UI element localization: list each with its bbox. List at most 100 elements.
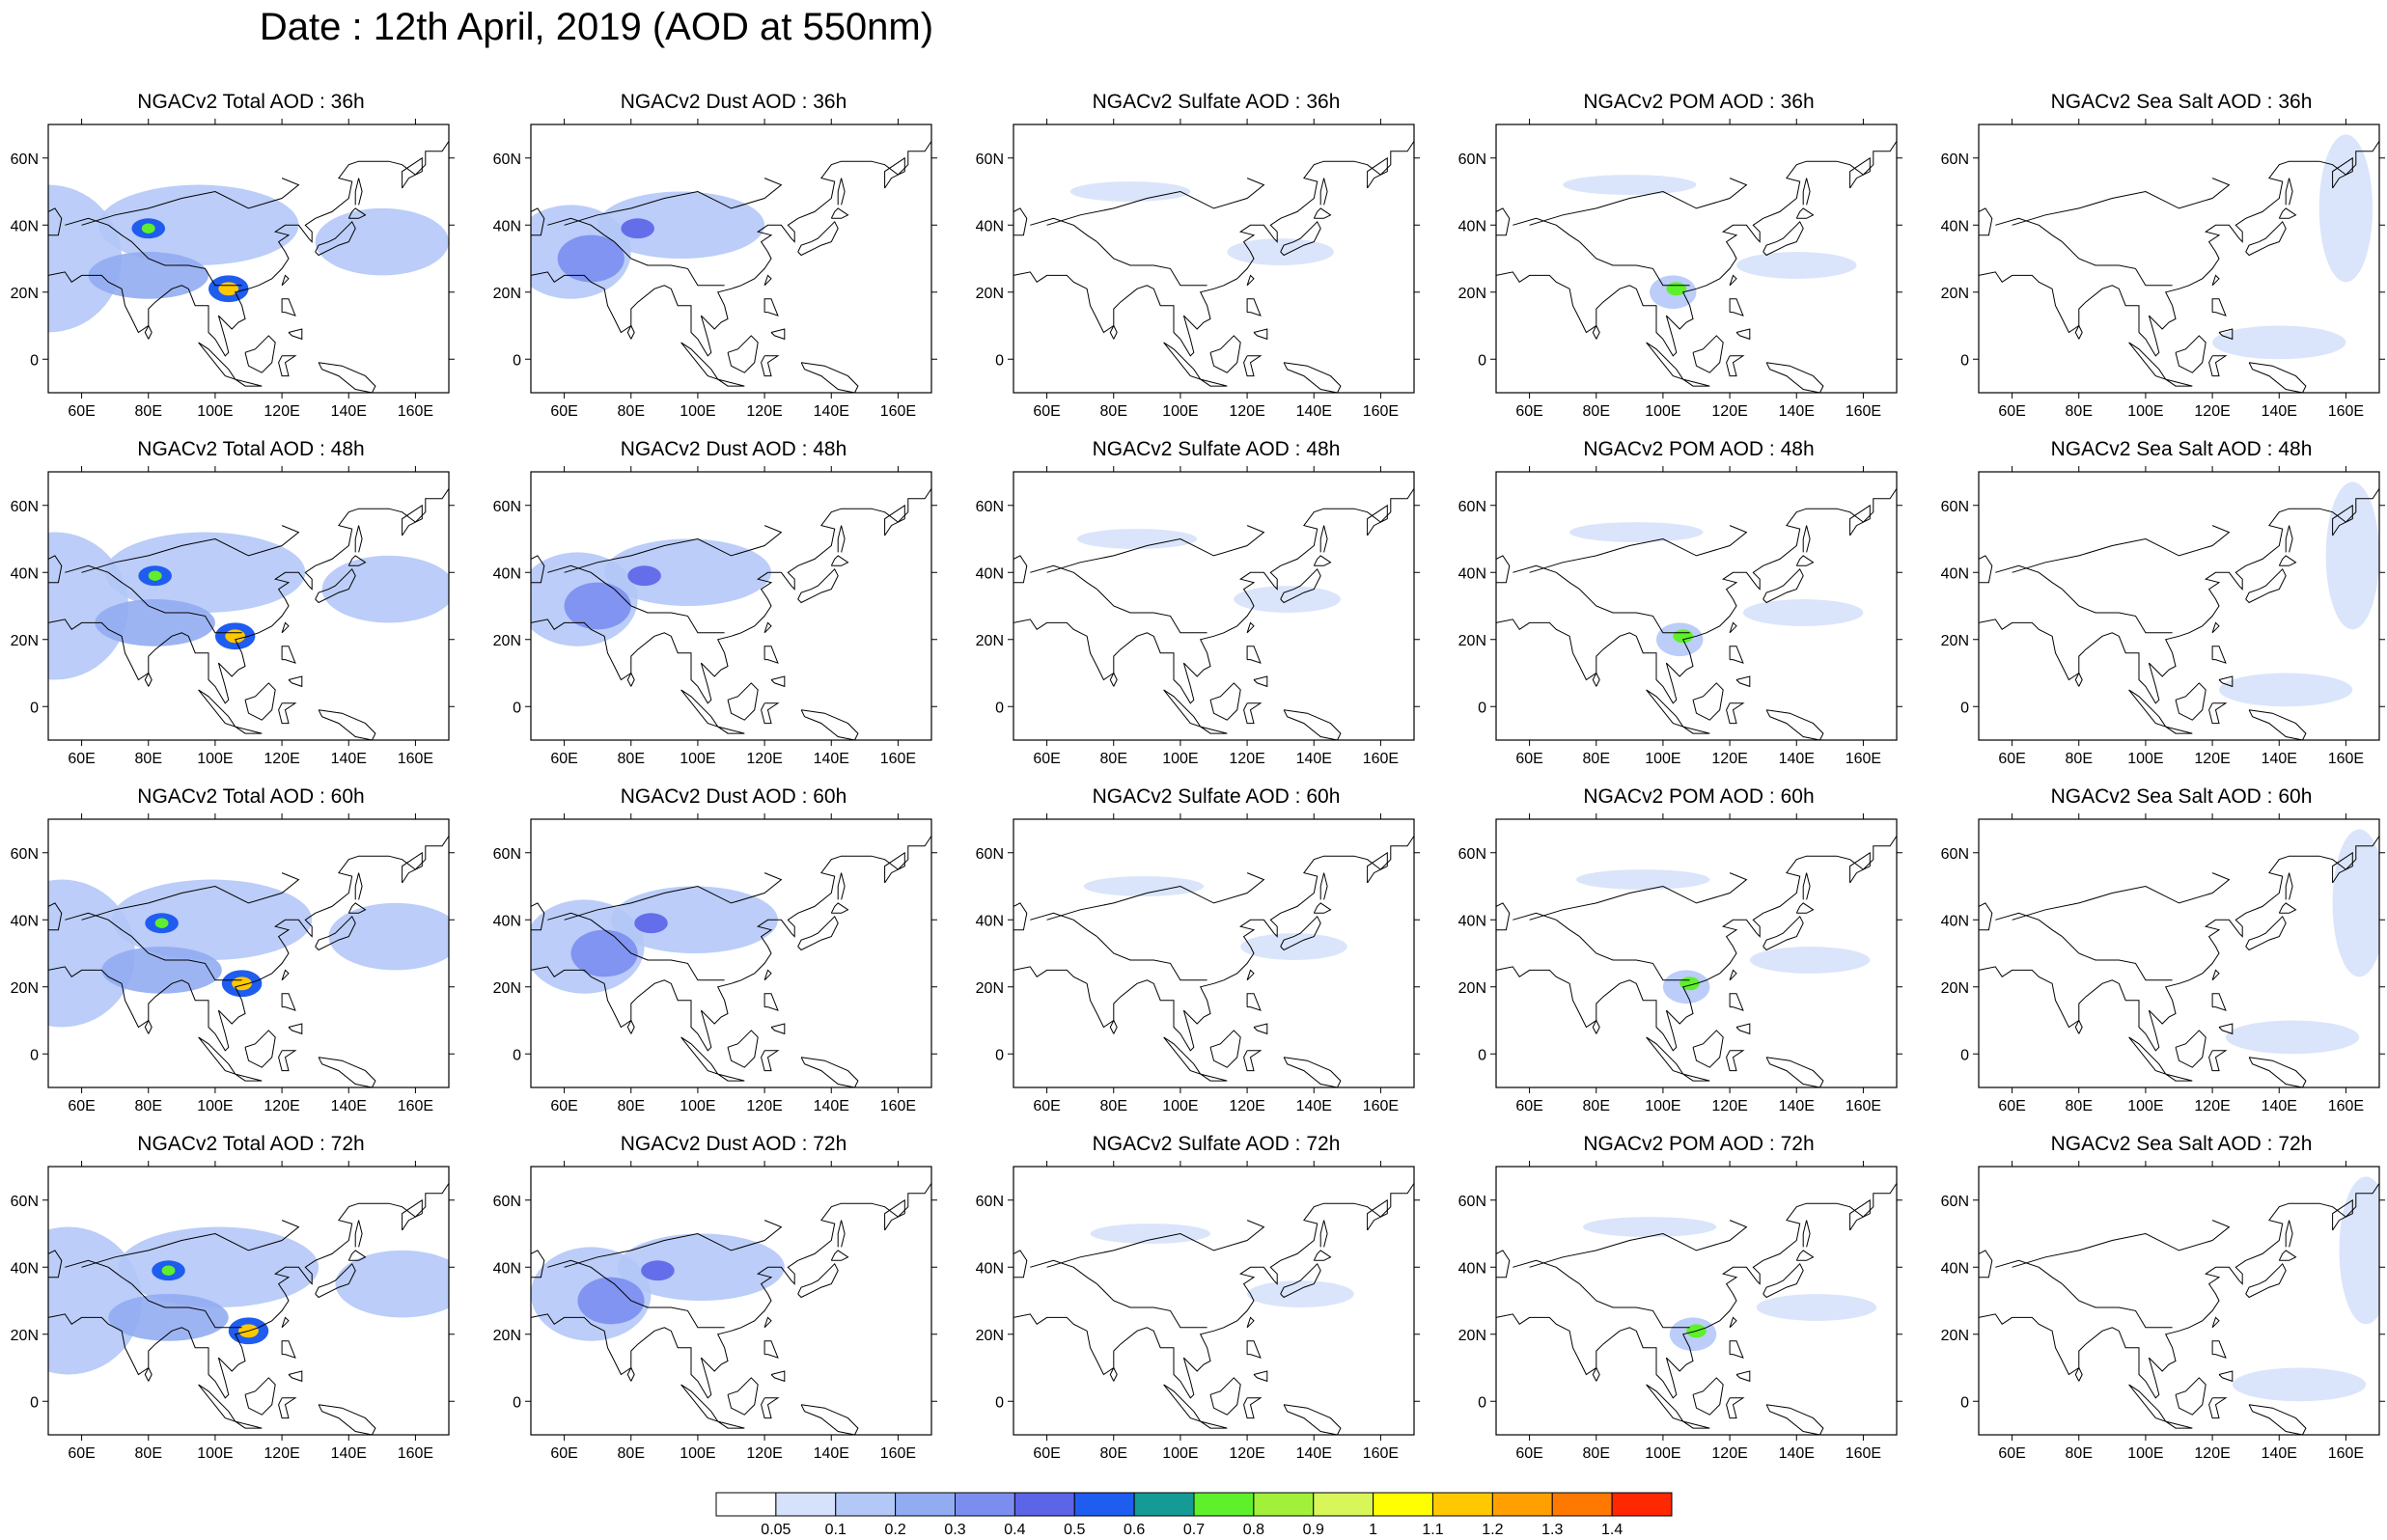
coastline-asia	[1496, 1183, 1897, 1399]
coastline-inner3	[547, 1259, 615, 1285]
map-panel-pom-36h: NGACv2 POM AOD : 36h 60E 80E 100E 120E 140E 16…	[1458, 92, 1902, 420]
coastline-taiwan	[281, 969, 290, 981]
lon-tick-label: 80E	[2066, 751, 2093, 767]
aod-shading	[2318, 134, 2373, 283]
aod-map: 60E 80E 100E 120E 140E 160E 60N 40N 20N 0	[1458, 119, 1902, 420]
panel-title: NGACv2 Total AOD : 36h	[137, 91, 365, 113]
lon-tick-label: 100E	[1645, 1445, 1680, 1462]
coastline-inner3	[1030, 1259, 1097, 1285]
lat-tick-label: 40N	[11, 565, 39, 582]
panel-title: NGACv2 Sea Salt AOD : 60h	[2050, 785, 2313, 808]
coastline-srilanka	[626, 1366, 635, 1382]
lat-tick-label: 0	[513, 352, 521, 369]
coastline-inner1	[2012, 525, 2231, 573]
aod-shading	[148, 570, 162, 581]
aod-shading	[617, 1233, 785, 1301]
aod-shading	[2212, 325, 2346, 360]
coastline-srilanka	[626, 1019, 635, 1034]
coastline-luzon	[1246, 993, 1262, 1011]
lat-tick-label: 20N	[1458, 1328, 1486, 1344]
lon-tick-label: 80E	[618, 1445, 645, 1462]
coastline-kamchatka	[1367, 1198, 1388, 1231]
aod-shading	[2325, 481, 2379, 630]
lon-tick-label: 80E	[1583, 403, 1610, 420]
coastline-mindanao	[1253, 675, 1268, 688]
coastline-honshu	[1280, 1262, 1321, 1299]
coastline-sakhalin	[2285, 872, 2293, 900]
colorbar-swatch	[1611, 1492, 1673, 1517]
lat-tick-label: 0	[30, 1047, 39, 1063]
coastline-mindanao	[770, 1370, 786, 1383]
map-frame	[47, 818, 450, 1088]
coastline-srilanka	[2074, 1019, 2083, 1034]
coastline-caspian	[531, 207, 545, 236]
lon-tick-label: 140E	[1779, 1445, 1815, 1462]
coastline-newguinea	[1765, 1057, 1824, 1087]
coastline-borneo	[244, 1030, 276, 1068]
coastline-honshu	[1280, 567, 1321, 604]
coastline-mindanao	[2218, 328, 2234, 341]
coastline-honshu	[1762, 567, 1804, 604]
lon-tick-label: 140E	[1296, 403, 1332, 420]
coastline-newguinea	[1283, 1057, 1342, 1087]
coastline-sulawesi	[1243, 355, 1263, 377]
colorbar-swatch	[1373, 1492, 1433, 1517]
lon-tick-label: 160E	[398, 751, 433, 767]
lon-tick-label: 100E	[680, 1098, 715, 1114]
coastline-sakhalin	[837, 525, 846, 553]
coastline-sulawesi	[1726, 702, 1745, 725]
coastline-asia	[1013, 836, 1414, 1052]
coastline-newguinea	[1283, 709, 1342, 740]
coastline-hokkaido	[347, 902, 367, 914]
coastline-borneo	[2175, 1377, 2207, 1416]
lat-tick-label: 60N	[11, 499, 39, 515]
panel-title: NGACv2 Dust AOD : 48h	[620, 438, 847, 460]
lon-tick-label: 60E	[1998, 403, 2025, 420]
map-frame	[1013, 124, 1415, 394]
coastline-java	[235, 1420, 263, 1429]
coastline-inner3	[65, 217, 132, 243]
coastline-java	[1200, 1073, 1228, 1082]
map-panel-total-48h: NGACv2 Total AOD : 48h 60E 80E 100E 120E 140E…	[11, 439, 455, 767]
coastline-inner1	[564, 1220, 783, 1268]
coastline-sulawesi	[761, 1397, 780, 1419]
coastline-hokkaido	[1313, 555, 1332, 566]
map-panel-dust-36h: NGACv2 Dust AOD : 36h 60E 80E 100E 120E 140E 1…	[493, 92, 937, 420]
map-frame	[1013, 1166, 1415, 1436]
aod-shading	[161, 1265, 176, 1276]
coastline-taiwan	[1246, 274, 1255, 287]
coastline-sumatra	[198, 689, 236, 729]
panel-title: NGACv2 Total AOD : 72h	[137, 1133, 365, 1155]
coastline-inner3	[1030, 564, 1097, 591]
coastline-newguinea	[2248, 1404, 2307, 1435]
colorbar-label: 0.3	[944, 1522, 965, 1537]
lat-tick-label: 20N	[976, 633, 1004, 649]
coastline-srilanka	[1592, 324, 1600, 340]
coastline-borneo	[727, 682, 759, 721]
coastline-borneo	[2175, 335, 2207, 373]
lon-tick-label: 80E	[618, 1098, 645, 1114]
colorbar-swatch	[1491, 1492, 1553, 1517]
coastline-inner3	[1995, 912, 2063, 938]
lat-tick-label: 0	[1960, 700, 1969, 716]
lon-tick-label: 140E	[1296, 751, 1332, 767]
coastline-luzon	[1729, 298, 1744, 316]
aod-map: 60E 80E 100E 120E 140E 160E 60N 40N 20N 0	[1458, 466, 1902, 767]
coastline-srilanka	[1592, 1366, 1600, 1382]
panel-title: NGACv2 Sea Salt AOD : 36h	[2050, 91, 2313, 113]
lon-tick-label: 100E	[1162, 751, 1198, 767]
coastline-taiwan	[1246, 621, 1255, 634]
coastline-honshu	[1280, 915, 1321, 951]
lon-tick-label: 60E	[1033, 403, 1060, 420]
coastline-sumatra	[1646, 1036, 1684, 1076]
coastline-asia	[1496, 836, 1897, 1052]
aod-shading	[564, 582, 631, 630]
coastline-sakhalin	[354, 178, 363, 206]
aod-map: 60E 80E 100E 120E 140E 160E 60N 40N 20N 0	[976, 119, 1420, 420]
coastline-taiwan	[763, 274, 772, 287]
coastline-kamchatka	[1367, 504, 1388, 536]
coastline-taiwan	[281, 274, 290, 287]
coastline-honshu	[797, 567, 839, 604]
aod-shading	[2332, 829, 2379, 977]
coastline-caspian	[1496, 207, 1511, 236]
